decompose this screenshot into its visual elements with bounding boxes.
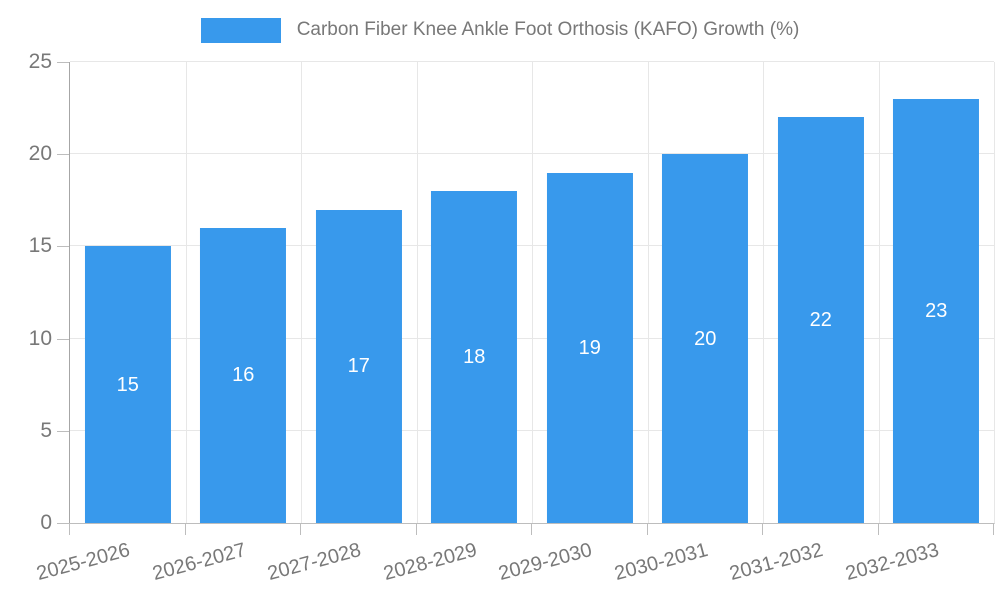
x-axis-tick bbox=[415, 523, 417, 535]
x-axis-labels: 2025-2026 2026-2027 2027-2028 2028-2029 2029… bbox=[34, 523, 993, 600]
gridline-horizontal bbox=[70, 61, 994, 62]
y-axis-tick-label: 15 bbox=[28, 234, 52, 258]
x-axis-tick bbox=[184, 523, 186, 535]
x-axis-tick bbox=[993, 523, 994, 535]
bar-value-label: 18 bbox=[463, 346, 486, 369]
x-axis-tick-label: 2028-2029 bbox=[380, 539, 479, 586]
x-axis-tick bbox=[69, 523, 70, 535]
bar-value-label: 20 bbox=[694, 327, 717, 350]
y-axis-tick bbox=[57, 523, 69, 524]
gridline-vertical bbox=[532, 62, 533, 523]
x-axis-tick bbox=[762, 523, 763, 535]
x-axis-tick bbox=[531, 523, 532, 535]
bar-value-label: 19 bbox=[578, 336, 601, 359]
bar-2031-2032: 22 bbox=[777, 117, 864, 523]
bar-value-label: 23 bbox=[925, 299, 948, 322]
legend-swatch bbox=[200, 17, 281, 43]
bar-2029-2030: 19 bbox=[546, 172, 633, 523]
plot-area: 15 16 17 18 19 20 22 23 bbox=[69, 61, 995, 524]
x-axis-tick bbox=[877, 523, 879, 535]
bar-2025-2026: 15 bbox=[84, 246, 171, 523]
bar-value-label: 15 bbox=[116, 373, 139, 396]
x-axis-tick-label: 2029-2030 bbox=[496, 539, 595, 586]
x-axis-tick bbox=[300, 523, 301, 535]
y-axis-tick bbox=[57, 154, 69, 156]
x-axis-tick-label: 2031-2032 bbox=[727, 539, 826, 586]
bar-2028-2029: 18 bbox=[431, 191, 518, 523]
gridline-vertical bbox=[416, 62, 418, 523]
y-axis-tick bbox=[57, 338, 69, 340]
bar-value-label: 22 bbox=[809, 309, 832, 332]
x-axis-tick-label: 2030-2031 bbox=[611, 539, 710, 586]
bar-2026-2027: 16 bbox=[200, 227, 287, 523]
legend-label: Carbon Fiber Knee Ankle Foot Orthosis (K… bbox=[296, 19, 800, 40]
y-axis-tick-label: 20 bbox=[28, 142, 52, 166]
bar-value-label: 16 bbox=[232, 364, 255, 387]
y-axis-tick bbox=[57, 62, 69, 63]
gridline-vertical bbox=[878, 62, 880, 523]
bar-2027-2028: 17 bbox=[315, 209, 402, 523]
y-axis-tick bbox=[57, 430, 69, 432]
x-axis-tick-label: 2025-2026 bbox=[34, 539, 133, 586]
gridline-vertical bbox=[301, 62, 302, 523]
bar-2032-2033: 23 bbox=[893, 98, 980, 523]
y-axis-tick-label: 10 bbox=[28, 326, 52, 350]
gridline-vertical bbox=[763, 62, 764, 523]
gridline-vertical bbox=[185, 62, 187, 523]
x-axis-tick-label: 2027-2028 bbox=[265, 539, 364, 586]
y-axis-tick bbox=[57, 246, 69, 248]
x-axis-tick-label: 2032-2033 bbox=[842, 539, 941, 586]
x-axis-tick bbox=[646, 523, 648, 535]
x-axis-tick-label: 2026-2027 bbox=[149, 539, 248, 586]
bar-value-label: 17 bbox=[347, 355, 370, 378]
chart-legend: Carbon Fiber Knee Ankle Foot Orthosis (K… bbox=[0, 14, 1000, 46]
y-axis-tick-label: 5 bbox=[40, 418, 52, 442]
y-axis-tick-label: 0 bbox=[40, 511, 52, 534]
gridline-vertical bbox=[647, 62, 649, 523]
bar-2030-2031: 20 bbox=[662, 154, 749, 523]
y-axis-tick-label: 25 bbox=[28, 50, 52, 73]
